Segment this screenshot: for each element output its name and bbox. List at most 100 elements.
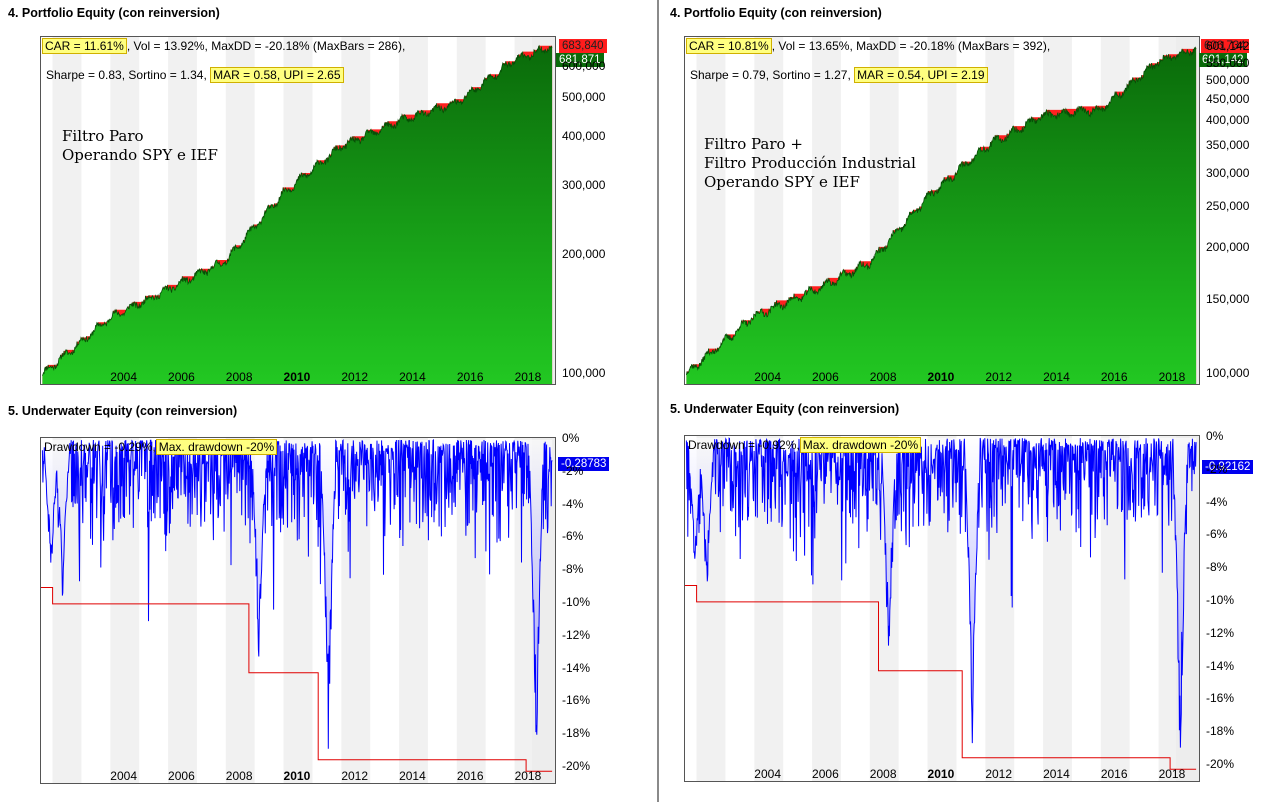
- right-dd-badge: -0.92162: [1202, 460, 1254, 474]
- right-underwater-ytick: -8%: [1206, 560, 1228, 575]
- right-underwater-ytick: 0%: [1206, 429, 1224, 443]
- left-equity-ytick: 300,000: [562, 177, 606, 192]
- left-mar-highlight: MAR = 0.58, UPI = 2.65: [210, 67, 344, 83]
- left-underwater-ytick: -8%: [562, 562, 584, 577]
- left-underwater-ytick: -12%: [562, 627, 591, 642]
- right-stats-row1: CAR = 10.81%, Vol = 13.65%, MaxDD = -20.…: [686, 38, 1051, 54]
- left-underwater-ytick: -18%: [562, 726, 591, 741]
- right-underwater-panel: 5. Underwater Equity (con reinversion) D…: [664, 398, 1274, 790]
- left-stats-row2-pre: Sharpe = 0.83, Sortino = 1.34,: [46, 68, 207, 82]
- left-underwater-ytick: -4%: [562, 496, 584, 511]
- left-underwater-ytick: -6%: [562, 529, 584, 544]
- right-underwater-ytick: -10%: [1206, 592, 1235, 607]
- left-equity-panel: 4. Portfolio Equity (con reinversion) CA…: [4, 2, 654, 392]
- left-equity-ytick: 100,000: [562, 366, 606, 381]
- right-equity-xtick: 2018: [1158, 370, 1186, 384]
- left-badge-red: 683,840: [559, 39, 607, 53]
- left-underwater-xtick: 2014: [399, 769, 426, 783]
- left-stats-row1: CAR = 11.61%, Vol = 13.92%, MaxDD = -20.…: [42, 38, 406, 54]
- right-equity-xtick: 2016: [1100, 370, 1128, 384]
- right-badge-red: 606,734: [1201, 39, 1249, 53]
- left-maxdd-line: [41, 587, 553, 772]
- right-mar-highlight: MAR = 0.54, UPI = 2.19: [854, 67, 988, 83]
- left-equity-xtick: 2016: [456, 370, 484, 384]
- right-equity-ytick: 150,000: [1206, 291, 1250, 306]
- right-equity-xtick: 2012: [985, 370, 1013, 384]
- right-underwater-ytick: -2%: [1206, 461, 1228, 476]
- right-underwater-xtick: 2018: [1158, 767, 1186, 781]
- left-underwater-xtick: 2012: [341, 769, 369, 783]
- right-dd-label: Drawdown = -0.92%,: [688, 438, 800, 452]
- left-equity-ytick: 500,000: [562, 90, 606, 105]
- right-equity-ytick: 300,000: [1206, 165, 1250, 180]
- left-dd-label: Drawdown = -0.29%,: [44, 440, 156, 454]
- left-dd-max-highlight: Max. drawdown -20%: [155, 439, 278, 455]
- right-equity-ytick: 200,000: [1206, 239, 1250, 254]
- left-underwater-xtick: 2016: [456, 769, 484, 783]
- right-equity-ytick: 450,000: [1206, 92, 1250, 107]
- right-equity-xtick: 2010: [927, 370, 955, 384]
- right-dd-stats: Drawdown = -0.92%, Max. drawdown -20%: [688, 437, 922, 453]
- right-stats-row2-pre: Sharpe = 0.79, Sortino = 1.27,: [690, 68, 851, 82]
- left-equity-xtick: 2012: [341, 370, 369, 384]
- left-underwater-svg: [41, 438, 555, 783]
- left-underwater-plot: [40, 437, 556, 784]
- left-equity-xtick: 2018: [514, 370, 542, 384]
- left-underwater-title: 5. Underwater Equity (con reinversion): [8, 404, 238, 418]
- right-annotation: Filtro Paro + Filtro Producción Industri…: [704, 135, 916, 191]
- right-underwater-ytick: -14%: [1206, 658, 1235, 673]
- right-equity-title: 4. Portfolio Equity (con reinversion): [670, 6, 882, 20]
- right-stats-row1-rest: , Vol = 13.65%, MaxDD = -20.18% (MaxBars…: [771, 39, 1051, 53]
- right-equity-line: [686, 46, 1197, 376]
- right-badge-green: 601,142: [1199, 53, 1247, 67]
- left-stats-row1-rest: , Vol = 13.92%, MaxDD = -20.18% (MaxBars…: [126, 39, 406, 53]
- right-equity-ytick: 500,000: [1206, 72, 1250, 87]
- left-annotation: Filtro Paro Operando SPY e IEF: [62, 127, 218, 164]
- right-equity-ytick: 400,000: [1206, 113, 1250, 128]
- left-equity-ytick: 400,000: [562, 128, 606, 143]
- left-dd-stats: Drawdown = -0.29%, Max. drawdown -20%: [44, 439, 278, 455]
- right-equity-xtick: 2006: [812, 370, 839, 384]
- left-year-band-2016: [456, 438, 486, 783]
- left-equity-title: 4. Portfolio Equity (con reinversion): [8, 6, 220, 20]
- right-equity-ytick: 100,000: [1206, 365, 1250, 380]
- right-equity-xtick: 2004: [754, 370, 781, 384]
- right-dd-max-highlight: Max. drawdown -20%: [799, 437, 922, 453]
- left-year-band-2002: [52, 37, 82, 384]
- right-underwater-xtick: 2012: [985, 767, 1013, 781]
- left-equity-area: [42, 45, 553, 384]
- left-equity-xtick: 2006: [168, 370, 195, 384]
- left-equity-ytick: 600,000: [562, 59, 606, 74]
- right-equity-plot: [684, 36, 1200, 385]
- column-divider: [657, 0, 659, 802]
- left-underwater-ytick: 0%: [562, 431, 580, 445]
- left-car-highlight: CAR = 11.61%: [42, 38, 127, 54]
- right-underwater-title: 5. Underwater Equity (con reinversion): [670, 402, 900, 416]
- left-equity-xtick: 2008: [225, 370, 253, 384]
- left-underwater-xtick: 2008: [225, 769, 253, 783]
- left-underwater-xtick: 2010: [283, 769, 311, 783]
- left-equity-xtick: 2004: [110, 370, 137, 384]
- left-underwater-ytick: -14%: [562, 660, 591, 675]
- left-underwater-xtick: 2006: [168, 769, 195, 783]
- right-underwater-xtick: 2010: [927, 767, 955, 781]
- left-underwater-ytick: -16%: [562, 693, 591, 708]
- right-underwater-ytick: -20%: [1206, 756, 1235, 771]
- right-equity-ytick: 350,000: [1206, 137, 1250, 152]
- left-underwater-panel: 5. Underwater Equity (con reinversion) D…: [4, 400, 654, 790]
- right-underwater-xtick: 2004: [754, 767, 781, 781]
- right-underwater-xtick: 2006: [812, 767, 839, 781]
- right-maxdd-line: [685, 585, 1197, 770]
- left-badge-green: 681,871: [556, 53, 604, 67]
- right-underwater-svg: [685, 436, 1199, 781]
- left-underwater-line: [41, 438, 553, 749]
- right-equity-panel: 4. Portfolio Equity (con reinversion) CA…: [664, 2, 1274, 392]
- right-underwater-ytick: -16%: [1206, 691, 1235, 706]
- left-underwater-ytick: -10%: [562, 594, 591, 609]
- left-equity-xtick: 2014: [399, 370, 426, 384]
- right-equity-area: [686, 47, 1197, 384]
- right-underwater-ytick: -12%: [1206, 625, 1235, 640]
- left-underwater-ytick: -2%: [562, 463, 584, 478]
- right-underwater-plot: [684, 435, 1200, 782]
- left-equity-line: [42, 44, 553, 376]
